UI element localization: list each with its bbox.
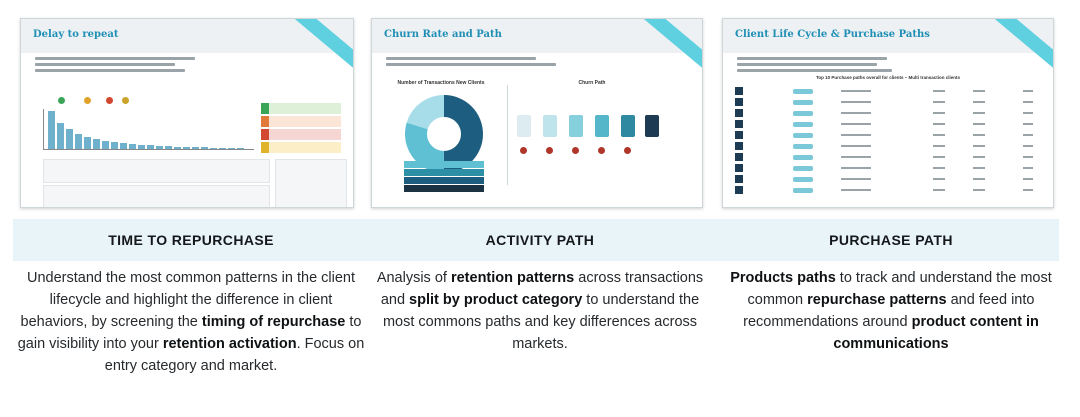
slide-title: Client Life Cycle & Purchase Paths	[735, 29, 930, 40]
corner-ribbon	[279, 19, 353, 77]
category-grid-makeup	[43, 159, 270, 183]
column-purchase-path: Client Life Cycle & Purchase Paths Top 1…	[716, 0, 1066, 352]
slide-bullets	[386, 57, 556, 69]
table-title: Top 10 Purchase paths overall for client…	[816, 75, 960, 80]
body-text: Analysis of	[376, 270, 451, 286]
category-grid-right	[275, 159, 347, 207]
slide-header: Client Life Cycle & Purchase Paths	[723, 19, 1053, 77]
column-heading: PURCHASE PATH	[829, 232, 953, 248]
slide-header: Churn Rate and Path	[372, 19, 702, 77]
column-description: Products paths to track and understand t…	[716, 267, 1066, 355]
emphasis-text: retention activation	[162, 336, 297, 352]
body-text: . Focus on entry category and market.	[104, 336, 365, 374]
slide-thumbnail-purchase-paths[interactable]: Client Life Cycle & Purchase Paths Top 1…	[722, 18, 1054, 208]
headings-band	[13, 219, 1059, 261]
donut-legend	[404, 161, 484, 192]
slide-title: Delay to repeat	[33, 29, 119, 40]
churn-path	[517, 115, 667, 155]
slide-header: Delay to repeat	[21, 19, 353, 77]
category-grid-skincare	[43, 185, 270, 207]
body-text: to understand the most commons paths and…	[382, 292, 700, 352]
body-text: across transactions and	[380, 270, 704, 308]
corner-ribbon	[979, 19, 1053, 77]
body-text: to track and understand the most common	[747, 270, 1052, 308]
slide-bullets	[737, 57, 907, 75]
corner-ribbon	[628, 19, 702, 77]
column-time-to-repurchase: Delay to repeat	[16, 0, 366, 374]
body-text: and feed into recommendations around	[743, 292, 1035, 330]
emphasis-text: Products paths	[730, 270, 836, 286]
emphasis-text: split by product category	[409, 292, 583, 308]
emphasis-text: product content in communications	[833, 314, 1039, 352]
slide-thumbnail-churn-rate[interactable]: Churn Rate and Path Number of Transactio…	[371, 18, 703, 208]
column-heading: ACTIVITY PATH	[485, 232, 595, 248]
purchase-path-table	[723, 87, 1053, 205]
slide-title: Churn Rate and Path	[384, 29, 502, 40]
slide-bullets	[35, 57, 205, 75]
body-text: Understand the most common patterns in t…	[20, 270, 356, 330]
emphasis-text: retention patterns	[450, 270, 575, 286]
path-title: Churn Path	[578, 80, 606, 86]
delay-histogram	[43, 97, 254, 150]
column-description: Analysis of retention patterns across tr…	[365, 267, 715, 355]
donut-title: Number of Transactions New Clients	[397, 80, 485, 86]
emphasis-text: timing of repurchase	[201, 314, 346, 330]
column-heading: TIME TO REPURCHASE	[108, 232, 274, 248]
slide-thumbnail-delay-to-repeat[interactable]: Delay to repeat	[20, 18, 354, 208]
body-text: to gain visibility into your	[17, 314, 362, 352]
emphasis-text: repurchase patterns	[807, 292, 947, 308]
column-description: Understand the most common patterns in t…	[16, 267, 366, 377]
column-activity-path: Churn Rate and Path Number of Transactio…	[365, 0, 715, 352]
